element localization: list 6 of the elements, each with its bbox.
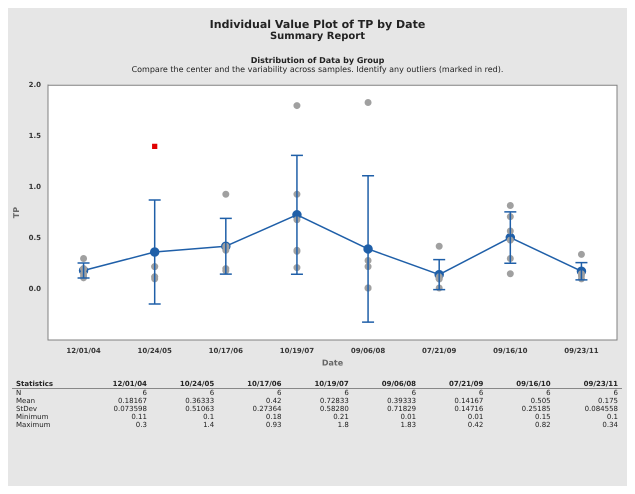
text: Compare the center and the variability across samples. Identify any outliers (marked in red). xyxy=(130,65,504,74)
y-axis-title: TP xyxy=(12,206,21,218)
text: Distribution of Data by Group xyxy=(250,56,386,65)
chart-subtitle: Summary Report xyxy=(268,31,366,42)
x-axis-title: Date xyxy=(322,358,344,368)
chart-title: Individual Value Plot of TP by Date xyxy=(208,17,426,31)
